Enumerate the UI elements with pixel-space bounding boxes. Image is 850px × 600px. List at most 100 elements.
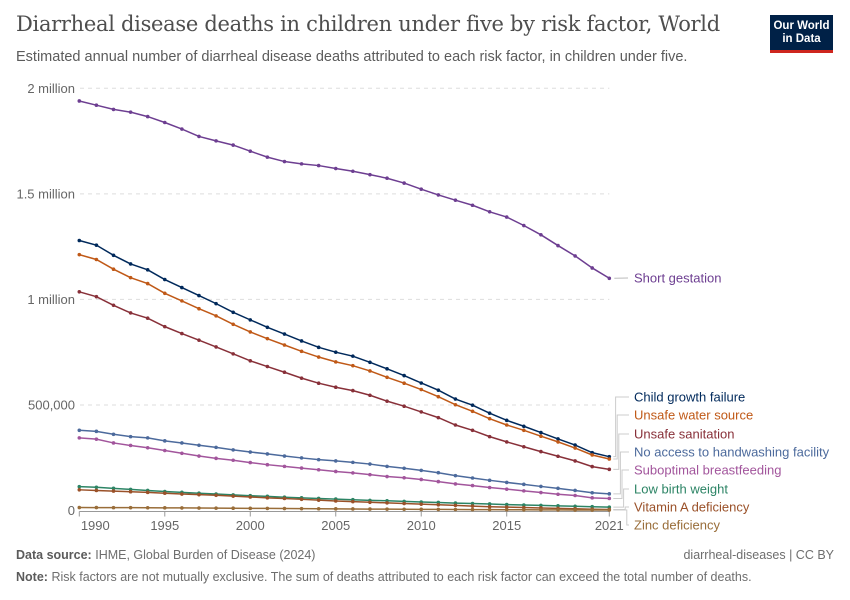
data-point [94, 257, 99, 262]
owid-logo[interactable]: Our World in Data [770, 15, 833, 53]
data-point [231, 352, 235, 356]
data-point [573, 459, 577, 463]
data-point [111, 486, 116, 491]
data-point [265, 452, 270, 456]
data-point [333, 459, 338, 463]
data-point [470, 476, 475, 480]
data-point [590, 266, 595, 270]
data-point [556, 437, 560, 441]
data-point [77, 505, 82, 510]
data-point [197, 338, 201, 342]
y-tick-label: 2 million [27, 81, 75, 96]
data-point [539, 430, 543, 435]
data-point [487, 434, 492, 439]
data-point [316, 345, 321, 350]
data-point [231, 448, 235, 452]
data-point [419, 507, 424, 512]
data-point [402, 381, 406, 386]
data-point [607, 508, 612, 512]
y-tick-label: 500,000 [28, 397, 75, 412]
data-point [436, 479, 441, 484]
series-label: Vitamin A deficiency [634, 500, 750, 515]
data-point [419, 502, 424, 506]
data-point [180, 331, 184, 336]
x-tick-label: 2021 [595, 518, 624, 533]
data-point [419, 387, 424, 392]
data-point [453, 482, 458, 486]
data-point [368, 507, 372, 511]
data-point [77, 488, 82, 492]
data-point [487, 507, 492, 512]
series-line [79, 485, 610, 508]
label-connector [613, 451, 629, 495]
data-point [419, 477, 424, 482]
slug-license[interactable]: diarrheal-diseases | CC BY [683, 548, 834, 562]
data-point [265, 336, 270, 341]
data-point [145, 490, 150, 495]
series-label: Unsafe sanitation [634, 427, 734, 442]
data-point [77, 436, 82, 440]
data-point [94, 505, 99, 510]
data-point [590, 464, 595, 469]
data-point [316, 467, 321, 472]
x-tick-label: 1990 [81, 518, 110, 533]
data-point [214, 445, 218, 450]
data-point [504, 507, 509, 512]
data-point [333, 499, 338, 503]
data-point [351, 499, 355, 504]
data-point [539, 434, 543, 438]
series-label: Unsafe water source [634, 408, 753, 423]
data-point [333, 350, 338, 354]
data-point [573, 508, 577, 512]
data-point [128, 443, 133, 448]
data-point [556, 486, 560, 491]
data-point [282, 332, 287, 336]
data-point [522, 507, 526, 512]
data-point [180, 506, 184, 510]
data-point [128, 262, 133, 266]
data-point [590, 508, 595, 512]
label-connector [613, 509, 629, 526]
data-point [419, 381, 424, 385]
data-point [248, 318, 253, 322]
data-point [504, 502, 509, 507]
x-tick-label: 2015 [492, 518, 521, 533]
data-point [504, 487, 509, 491]
data-point [265, 325, 270, 330]
series-line [79, 506, 610, 511]
data-point [522, 489, 526, 493]
data-point [162, 324, 167, 329]
series-label: No access to handwashing facility [634, 445, 830, 460]
x-tick-label: 2000 [236, 518, 265, 533]
data-point [111, 253, 116, 258]
data-point [197, 506, 201, 510]
data-point [607, 457, 612, 461]
data-point [522, 482, 526, 487]
data-point [504, 505, 509, 509]
data-point [231, 494, 235, 498]
x-tick-label: 1995 [150, 518, 179, 533]
data-point [453, 198, 458, 202]
data-point [214, 456, 218, 461]
data-point [607, 276, 612, 281]
data-point [282, 454, 287, 458]
data-point [282, 343, 287, 347]
data-point [111, 489, 116, 493]
data-point [231, 322, 235, 327]
data-point [368, 393, 372, 398]
data-point [197, 293, 201, 298]
label-connector [613, 433, 629, 470]
data-point [77, 238, 82, 243]
data-point [94, 429, 99, 434]
data-point [94, 485, 99, 490]
label-connector [613, 469, 629, 499]
source-text[interactable]: IHME, Global Burden of Disease (2024) [95, 548, 316, 562]
data-point [145, 268, 150, 272]
data-point [145, 505, 150, 510]
data-point [94, 294, 99, 299]
data-point [299, 506, 304, 511]
data-point [231, 310, 235, 315]
data-point [180, 285, 184, 290]
data-point [77, 290, 82, 294]
data-point [385, 501, 389, 505]
